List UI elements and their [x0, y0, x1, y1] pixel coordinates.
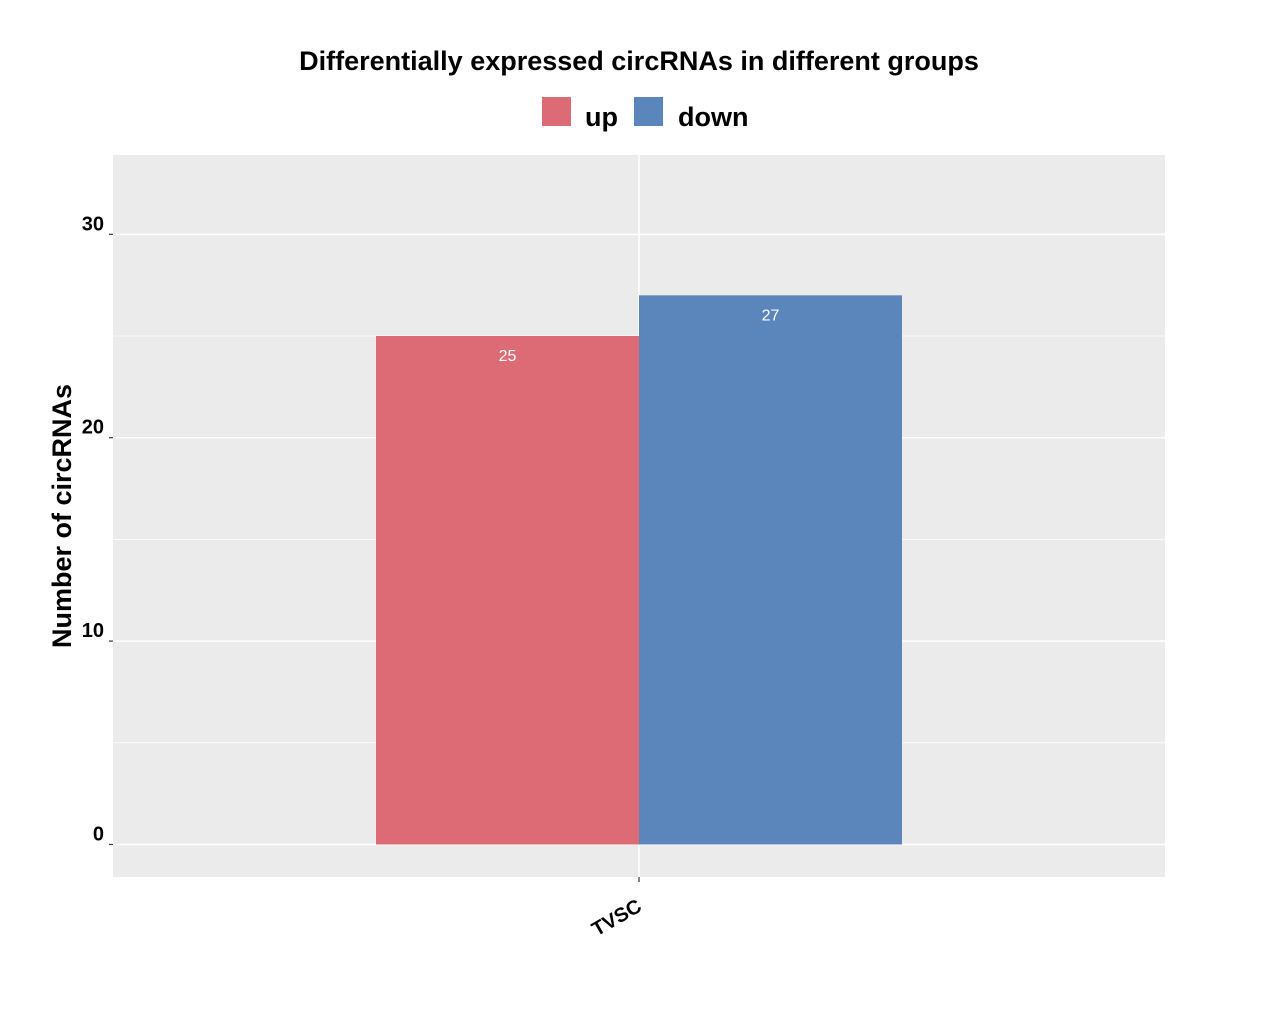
bar-labels: 25 27 [499, 307, 780, 365]
legend-label-up: up [585, 102, 618, 132]
legend-swatch-up [542, 97, 571, 126]
legend-swatch-down [634, 97, 663, 126]
bars [376, 295, 902, 845]
bar-value-label-down: 27 [762, 307, 780, 324]
x-axis: TVSC [588, 877, 646, 941]
bar-value-label-up: 25 [499, 348, 517, 365]
chart-title: Differentially expressed circRNAs in dif… [299, 46, 979, 76]
y-axis-title: Number of circRNAs [47, 384, 77, 648]
bar-down [639, 295, 902, 845]
legend-label-down: down [678, 102, 748, 132]
y-axis: 0 10 20 30 [82, 213, 113, 845]
bar-up [376, 336, 639, 845]
x-tick-label: TVSC [588, 895, 645, 941]
y-tick-label: 30 [82, 213, 104, 235]
y-tick-label: 10 [82, 620, 104, 642]
y-tick-label: 0 [93, 823, 104, 845]
y-tick-label: 20 [82, 417, 104, 439]
legend: up down [542, 97, 748, 132]
